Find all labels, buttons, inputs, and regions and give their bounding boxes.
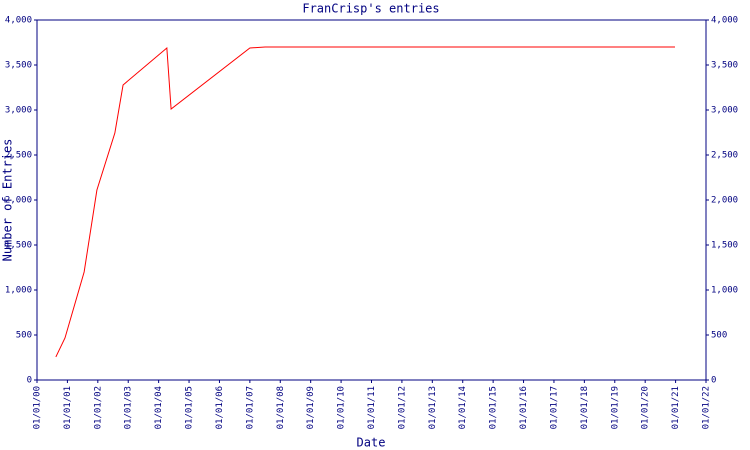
x-tick-label: 01/01/17 — [549, 386, 559, 429]
y2-tick-label: 3,500 — [711, 61, 738, 71]
y-tick-label: 0 — [27, 376, 32, 386]
y2-tick-label: 2,000 — [711, 196, 738, 206]
x-tick-label: 01/01/06 — [215, 386, 225, 429]
y-axis-label: Number of Entries — [1, 139, 15, 262]
x-tick-label: 01/01/19 — [610, 386, 620, 429]
y-tick-label: 2,000 — [5, 196, 32, 206]
y-tick-label: 4,000 — [5, 16, 32, 26]
y-tick-label: 3,500 — [5, 61, 32, 71]
y-tick-label: 1,000 — [5, 286, 32, 296]
y2-tick-label: 2,500 — [711, 151, 738, 161]
x-tick-label: 01/01/15 — [489, 386, 499, 429]
x-tick-label: 01/01/09 — [306, 386, 316, 429]
x-tick-label: 01/01/00 — [33, 386, 43, 429]
x-tick-label: 01/01/10 — [337, 386, 347, 429]
y2-tick-label: 1,000 — [711, 286, 738, 296]
y-tick-label: 1,500 — [5, 241, 32, 251]
x-tick-label: 01/01/13 — [428, 386, 438, 429]
data-line — [55, 46, 675, 358]
y2-tick-label: 3,000 — [711, 106, 738, 116]
x-axis-label: Date — [357, 436, 386, 450]
x-tick-label: 01/01/03 — [124, 386, 134, 429]
x-tick-label: 01/01/04 — [154, 386, 164, 429]
y2-tick-label: 1,500 — [711, 241, 738, 251]
x-tick-label: 01/01/08 — [276, 386, 286, 429]
chart-title: FranCrisp's entries — [302, 2, 439, 16]
y-tick-label: 2,500 — [5, 151, 32, 161]
y2-tick-label: 0 — [711, 376, 716, 386]
x-tick-label: 01/01/22 — [702, 386, 712, 429]
plot-frame — [36, 19, 707, 381]
x-tick-label: 01/01/14 — [458, 386, 468, 429]
x-tick-label: 01/01/21 — [671, 386, 681, 429]
y2-tick-label: 4,000 — [711, 16, 738, 26]
x-tick-label: 01/01/18 — [580, 386, 590, 429]
x-tick-label: 01/01/16 — [519, 386, 529, 429]
y-tick-label: 3,000 — [5, 106, 32, 116]
x-tick-label: 01/01/02 — [93, 386, 103, 429]
x-tick-label: 01/01/12 — [397, 386, 407, 429]
y-tick-label: 500 — [16, 331, 32, 341]
x-tick-label: 01/01/07 — [245, 386, 255, 429]
y2-tick-label: 500 — [711, 331, 727, 341]
x-tick-label: 01/01/05 — [185, 386, 195, 429]
x-tick-label: 01/01/20 — [641, 386, 651, 429]
x-tick-label: 01/01/01 — [63, 386, 73, 429]
x-tick-label: 01/01/11 — [367, 386, 377, 429]
